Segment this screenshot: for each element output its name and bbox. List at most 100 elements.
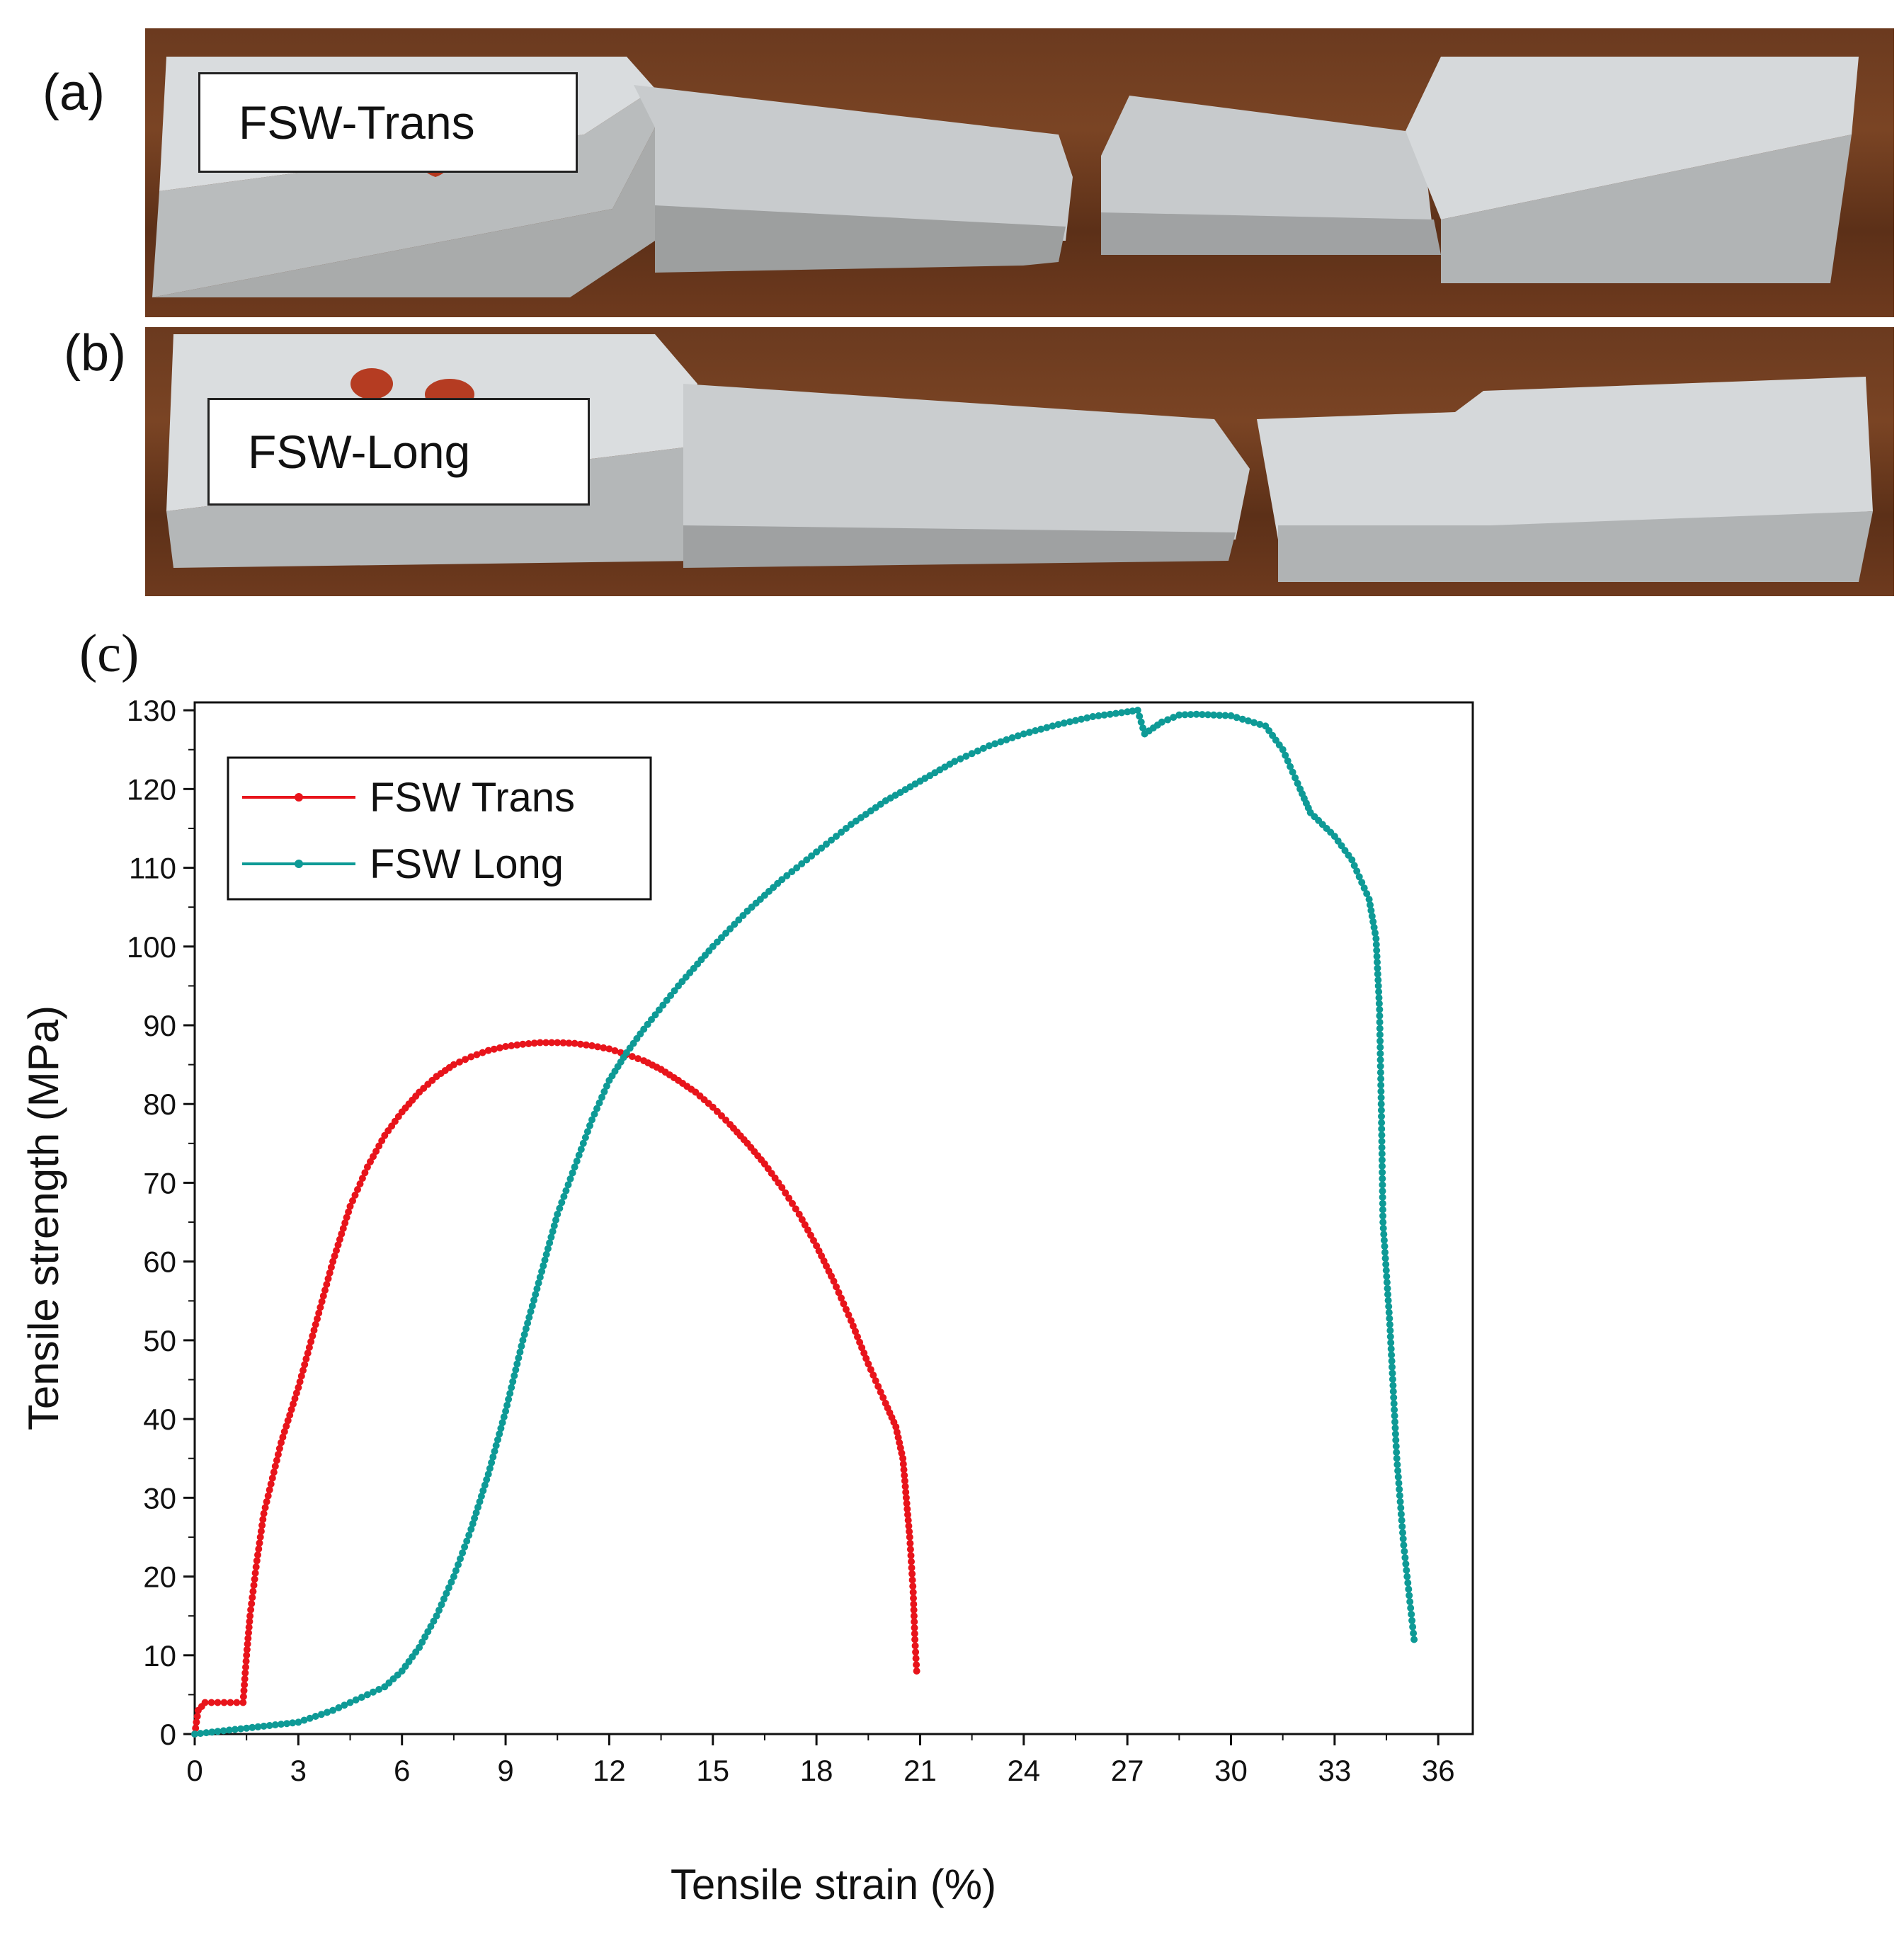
data-point-fsw-long [1391,1418,1398,1426]
data-point-fsw-trans [280,1427,288,1435]
x-tick-label: 6 [394,1754,410,1787]
data-point-fsw-long [663,996,671,1004]
data-point-fsw-long [1379,1175,1386,1182]
data-point-fsw-long [535,1279,542,1287]
data-point-fsw-trans [287,1406,295,1413]
data-point-fsw-long [573,1157,581,1165]
data-point-fsw-long [1227,712,1235,719]
data-point-fsw-long [667,992,675,999]
data-point-fsw-long [1385,1303,1393,1311]
data-point-fsw-long [266,1722,273,1729]
data-point-fsw-long [1384,1291,1391,1299]
data-point-fsw-long [471,1515,479,1522]
data-point-fsw-long [1405,1585,1413,1593]
data-point-fsw-trans [252,1563,260,1570]
data-point-fsw-trans [192,1724,200,1732]
data-point-fsw-long [598,1093,605,1101]
data-point-fsw-long [508,1384,515,1391]
data-point-fsw-long [818,844,826,852]
data-point-fsw-trans [296,1378,304,1386]
data-point-fsw-trans [554,1039,561,1047]
data-point-fsw-long [438,1601,445,1609]
data-point-fsw-long [243,1724,251,1732]
data-point-fsw-long [518,1342,525,1350]
data-point-fsw-long [1378,1112,1385,1120]
data-point-fsw-long [600,1088,608,1095]
data-point-fsw-trans [571,1039,578,1047]
data-point-fsw-long [271,1721,279,1728]
data-point-fsw-trans [588,1042,595,1049]
data-point-fsw-long [500,1413,508,1421]
data-point-fsw-long [375,1686,383,1693]
data-point-fsw-long [847,821,855,828]
data-point-fsw-trans [909,1583,917,1590]
data-point-fsw-long [249,1723,256,1731]
specimen-label-trans: FSW-Trans [198,72,578,173]
data-point-fsw-trans [361,1169,369,1177]
data-point-fsw-long [1129,707,1136,715]
data-point-fsw-trans [901,1477,908,1485]
data-point-fsw-trans [244,1634,252,1642]
data-point-fsw-trans [193,1718,200,1726]
data-point-fsw-long [203,1729,210,1737]
data-point-fsw-trans [902,1488,910,1496]
data-point-fsw-long [494,1436,501,1444]
data-point-fsw-long [1378,1131,1386,1139]
y-axis-title: Tensile strength (MPa) [20,1005,67,1430]
data-point-fsw-long [1403,1566,1410,1574]
data-point-fsw-trans [795,1210,803,1218]
data-point-fsw-trans [502,1043,510,1050]
data-point-fsw-trans [899,1460,907,1468]
data-point-fsw-trans [245,1629,252,1636]
data-point-fsw-long [709,942,717,950]
data-point-fsw-trans [906,1546,914,1553]
data-point-fsw-trans [331,1252,338,1260]
data-point-fsw-trans [798,1216,806,1224]
data-point-fsw-trans [333,1247,340,1255]
data-point-fsw-long [474,1503,481,1511]
data-point-fsw-long [1198,711,1206,719]
data-point-fsw-trans [559,1039,567,1047]
data-point-fsw-long [1403,1573,1411,1580]
data-point-fsw-trans [247,1606,255,1614]
data-point-fsw-trans [356,1180,364,1187]
data-point-fsw-long [1409,1623,1417,1631]
data-point-fsw-trans [905,1522,913,1530]
data-point-fsw-trans [605,1045,613,1053]
data-point-fsw-trans [565,1039,573,1047]
data-point-fsw-trans [245,1624,253,1631]
data-point-fsw-long [1353,867,1361,875]
data-point-fsw-long [481,1481,489,1489]
data-point-fsw-trans [611,1047,619,1054]
data-point-fsw-long [520,1330,528,1338]
data-point-fsw-trans [600,1044,608,1051]
data-point-fsw-trans [240,1687,248,1694]
data-point-fsw-trans [908,1576,916,1584]
data-point-fsw-long [1380,1231,1388,1238]
data-point-fsw-long [220,1727,227,1735]
data-point-fsw-long [1392,1436,1400,1444]
data-point-fsw-long [842,825,850,832]
data-point-fsw-long [671,987,678,995]
data-point-fsw-long [509,1378,517,1386]
data-point-fsw-long [433,1612,440,1620]
data-point-fsw-long [540,1262,547,1270]
data-point-fsw-trans [324,1275,332,1282]
data-point-fsw-long [317,1711,325,1718]
data-point-fsw-long [1398,1517,1406,1524]
data-point-fsw-long [424,1628,432,1636]
data-point-fsw-long [571,1163,578,1171]
data-point-fsw-trans [874,1383,882,1390]
data-point-fsw-long [877,800,884,808]
data-point-fsw-long [1391,1430,1399,1438]
data-point-fsw-long [1112,709,1119,717]
data-point-fsw-long [1376,1018,1384,1026]
data-point-fsw-long [1389,1363,1396,1371]
data-point-fsw-trans [251,1575,258,1583]
data-point-fsw-long [214,1728,222,1735]
data-point-fsw-trans [326,1269,334,1277]
data-point-fsw-trans [351,1191,359,1199]
data-point-fsw-long [1372,935,1380,942]
data-point-fsw-long [552,1216,559,1224]
data-point-fsw-long [778,876,786,884]
